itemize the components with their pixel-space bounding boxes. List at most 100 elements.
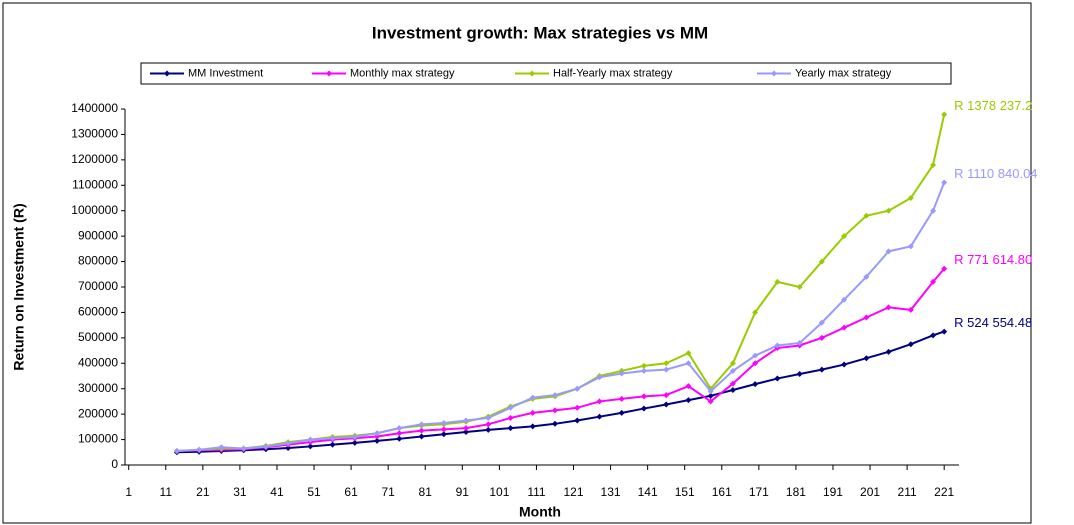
point bbox=[329, 435, 336, 442]
point bbox=[551, 392, 558, 399]
point bbox=[729, 367, 736, 374]
legend-label: MM Investment bbox=[188, 67, 263, 79]
point bbox=[729, 386, 736, 393]
point bbox=[529, 394, 536, 401]
point bbox=[663, 366, 670, 373]
point bbox=[307, 443, 314, 450]
point bbox=[351, 434, 358, 441]
point bbox=[551, 420, 558, 427]
point bbox=[841, 361, 848, 368]
point bbox=[418, 421, 425, 428]
point bbox=[262, 443, 269, 450]
point bbox=[796, 339, 803, 346]
y-tick-label: 100000 bbox=[78, 432, 118, 446]
point bbox=[818, 334, 825, 341]
point bbox=[574, 404, 581, 411]
point bbox=[863, 314, 870, 321]
point bbox=[440, 431, 447, 438]
x-tick-label: 191 bbox=[823, 485, 843, 499]
point bbox=[307, 436, 314, 443]
point bbox=[729, 360, 736, 367]
point bbox=[663, 392, 670, 399]
point bbox=[685, 350, 692, 357]
point bbox=[396, 430, 403, 437]
y-axis-label: Return on Investment (R) bbox=[11, 203, 27, 370]
point bbox=[907, 243, 914, 250]
y-tick-label: 1400000 bbox=[71, 101, 118, 115]
x-tick-label: 121 bbox=[563, 485, 583, 499]
point bbox=[774, 278, 781, 285]
point bbox=[418, 433, 425, 440]
point bbox=[418, 427, 425, 434]
point bbox=[618, 370, 625, 377]
x-tick-label: 81 bbox=[419, 485, 433, 499]
point bbox=[796, 370, 803, 377]
point bbox=[941, 111, 948, 118]
point bbox=[841, 324, 848, 331]
x-tick-label: 201 bbox=[860, 485, 880, 499]
point bbox=[618, 409, 625, 416]
point bbox=[885, 248, 892, 255]
point bbox=[863, 355, 870, 362]
y-tick-label: 800000 bbox=[78, 254, 118, 268]
point bbox=[640, 367, 647, 374]
point bbox=[596, 374, 603, 381]
point bbox=[863, 212, 870, 219]
point bbox=[796, 284, 803, 290]
point bbox=[574, 385, 581, 392]
legend-marker bbox=[164, 70, 170, 77]
y-tick-label: 300000 bbox=[78, 381, 118, 395]
point bbox=[663, 360, 670, 367]
point bbox=[930, 207, 937, 214]
point bbox=[707, 398, 714, 405]
point bbox=[818, 319, 825, 326]
x-tick-label: 131 bbox=[601, 485, 621, 499]
y-tick-label: 900000 bbox=[78, 228, 118, 242]
x-tick-label: 161 bbox=[712, 485, 732, 499]
series-line bbox=[176, 182, 946, 453]
x-tick-label: 211 bbox=[898, 485, 917, 499]
point bbox=[729, 380, 736, 387]
point bbox=[707, 392, 714, 399]
point bbox=[329, 441, 336, 448]
x-tick-label: 221 bbox=[934, 485, 954, 499]
series-line bbox=[176, 268, 945, 453]
x-tick-label: 151 bbox=[675, 485, 695, 499]
x-tick-label: 171 bbox=[749, 485, 769, 499]
value-label: R 1378 237.2 bbox=[954, 98, 1032, 113]
x-tick-label: 51 bbox=[307, 485, 321, 499]
value-label: R 1110 840.04 bbox=[954, 166, 1037, 181]
point bbox=[841, 296, 848, 303]
legend-marker bbox=[771, 70, 777, 77]
point bbox=[285, 440, 292, 447]
y-tick-label: 1200000 bbox=[71, 152, 118, 166]
point bbox=[774, 375, 781, 382]
point bbox=[752, 360, 759, 367]
point bbox=[396, 435, 403, 442]
point bbox=[463, 425, 470, 432]
point bbox=[685, 397, 692, 404]
point bbox=[396, 425, 403, 432]
point bbox=[930, 161, 937, 168]
point bbox=[907, 195, 914, 201]
legend-label: Half-Yearly max strategy bbox=[553, 67, 673, 79]
point bbox=[596, 398, 603, 405]
point bbox=[485, 426, 492, 433]
point bbox=[885, 348, 892, 355]
point bbox=[930, 278, 937, 285]
point bbox=[752, 352, 759, 359]
point bbox=[218, 444, 225, 451]
point bbox=[941, 179, 948, 186]
point bbox=[907, 341, 914, 348]
point bbox=[596, 413, 603, 420]
point bbox=[640, 362, 647, 369]
point bbox=[618, 395, 625, 402]
point bbox=[551, 407, 558, 414]
legend-label: Yearly max strategy bbox=[795, 67, 892, 79]
point bbox=[285, 444, 292, 451]
point bbox=[907, 306, 914, 313]
point bbox=[707, 388, 714, 395]
y-tick-label: 1100000 bbox=[72, 177, 118, 191]
point bbox=[463, 417, 470, 424]
